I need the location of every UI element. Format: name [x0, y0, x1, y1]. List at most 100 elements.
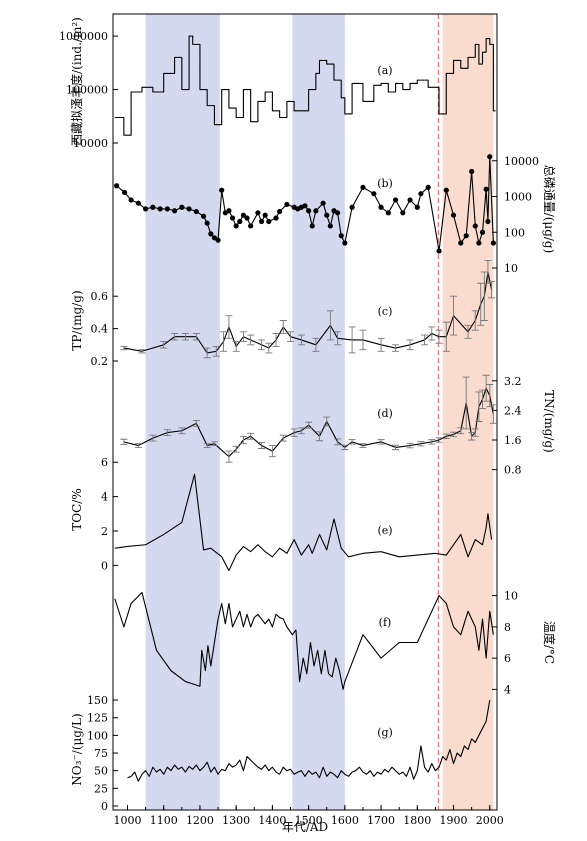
y-tick-label-b-2: 1000 — [504, 191, 532, 204]
data-point-b-4 — [143, 206, 149, 212]
error-bar-d-12 — [258, 442, 266, 449]
data-point-b-66 — [479, 229, 486, 235]
data-point-b-22 — [237, 218, 243, 225]
x-axis: 1000 1100 1200 1300 1400 1500 1600 1700 1800 1900… — [113, 805, 504, 827]
series-line-c — [123, 271, 493, 354]
error-bar-d-9 — [232, 445, 240, 453]
data-point-b-54 — [407, 197, 413, 203]
error-bar-d-20 — [334, 438, 342, 446]
x-tick-label-1800: 1800 — [403, 814, 431, 827]
error-bar-c-12 — [247, 334, 255, 346]
data-point-b-14 — [208, 231, 214, 237]
x-tick-label-1100: 1100 — [150, 814, 178, 827]
error-bar-c-25 — [392, 344, 400, 352]
data-point-b-44 — [335, 210, 341, 216]
y-axis-title-f: 温度/°C — [542, 621, 557, 664]
error-bar-d-16 — [297, 427, 305, 435]
shaded-period-2 — [292, 14, 345, 810]
data-point-b-62 — [463, 233, 469, 239]
panel-letter-c: (c) — [378, 305, 393, 318]
error-bar-d-3 — [163, 429, 171, 437]
y-tick-label-g-3: 75 — [94, 747, 108, 760]
error-bar-d-19 — [323, 416, 331, 427]
error-bar-d-27 — [417, 441, 425, 447]
error-bar-d-15 — [290, 428, 298, 437]
error-bar-c-37 — [488, 281, 496, 299]
y-tick-label-f-2: 8 — [504, 621, 511, 634]
data-point-b-31 — [277, 208, 283, 215]
panel-letter-e: (e) — [377, 524, 392, 537]
error-bar-c-32 — [464, 324, 472, 339]
error-bar-c-2 — [160, 341, 168, 349]
y-tick-label-e-0: 0 — [101, 559, 108, 572]
data-point-b-53 — [400, 210, 406, 216]
error-bar-d-30 — [442, 433, 450, 439]
error-bar-c-16 — [279, 320, 287, 334]
error-bar-d-34 — [468, 432, 476, 441]
y-tick-label-b-1: 100 — [504, 226, 525, 239]
panel-d: 0.8 1.6 2.4 3.2 TN/(mg/g) (d) — [120, 375, 556, 477]
error-bar-c-21 — [334, 331, 342, 346]
error-bar-c-5 — [192, 333, 200, 341]
data-point-b-47 — [349, 204, 355, 210]
y-tick-label-g-5: 125 — [87, 712, 108, 725]
data-point-b-52 — [392, 197, 399, 203]
data-point-b-20 — [229, 215, 236, 221]
y-axis-title-e: TOC/% — [70, 488, 84, 530]
data-point-b-26 — [255, 210, 261, 216]
error-bar-d-28 — [428, 439, 436, 445]
error-bar-d-22 — [348, 439, 356, 445]
data-point-b-42 — [327, 223, 333, 229]
data-point-b-17 — [219, 187, 225, 193]
error-bar-c-23 — [359, 329, 367, 351]
data-point-b-1 — [121, 189, 128, 196]
error-bar-d-38 — [482, 374, 490, 402]
error-bar-d-25 — [392, 444, 400, 451]
error-bar-c-18 — [297, 334, 305, 346]
x-tick-label-1500: 1500 — [295, 814, 323, 827]
y-tick-label-d-1: 1.6 — [504, 434, 522, 447]
error-bar-d-40 — [489, 404, 497, 424]
panel-letter-g: (g) — [377, 726, 393, 739]
data-point-b-21 — [233, 223, 239, 229]
error-bar-c-29 — [435, 329, 443, 344]
data-point-b-6 — [157, 206, 163, 212]
y-axis-title-c: TP/(mg/g) — [70, 290, 84, 350]
y-tick-label-g-1: 25 — [94, 782, 108, 795]
data-point-b-67 — [483, 186, 489, 192]
error-bar-c-11 — [239, 331, 247, 343]
y-tick-label-d-0: 0.8 — [504, 464, 522, 477]
y-tick-label-a-1: 100000 — [66, 84, 108, 97]
y-axis-title-d: TN/(mg/g) — [542, 390, 556, 453]
error-bar-d-13 — [268, 445, 276, 458]
y-tick-label-g-0: 0 — [101, 800, 108, 813]
y-axis-title-b: 总磷通量/(μg/g) — [542, 165, 557, 254]
y-tick-label-e-1: 2 — [101, 525, 108, 538]
x-axis-label: 年代/AD — [282, 820, 328, 834]
y-tick-label-c-2: 0.6 — [91, 290, 109, 303]
panel-letter-a: (a) — [377, 64, 392, 77]
data-point-b-37 — [306, 208, 312, 214]
series-line-g — [127, 699, 491, 782]
data-point-b-32 — [284, 201, 290, 208]
error-bar-c-36 — [484, 260, 492, 284]
error-bar-d-37 — [479, 389, 487, 409]
error-bar-c-15 — [272, 333, 280, 347]
panel-c: 0.2 0.4 0.6 TP/(mg/g) (c) — [70, 260, 496, 368]
y-axis-title-a: 西藏拟溞丰度/(ind./m²) — [69, 17, 84, 146]
error-bar-c-4 — [181, 333, 189, 341]
error-bar-d-26 — [406, 442, 414, 449]
x-tick-label-1600: 1600 — [331, 814, 359, 827]
y-axis-title-g: NO₃⁻/(μg/L) — [70, 713, 84, 785]
panel-e: 0 2 4 6 TOC/% (e) — [70, 456, 493, 572]
error-bar-d-8 — [225, 450, 233, 463]
error-bar-c-19 — [312, 337, 320, 352]
error-bar-c-34 — [477, 282, 485, 326]
error-bar-d-11 — [247, 432, 255, 440]
data-point-b-25 — [248, 223, 254, 229]
x-tick-label-1400: 1400 — [258, 814, 286, 827]
